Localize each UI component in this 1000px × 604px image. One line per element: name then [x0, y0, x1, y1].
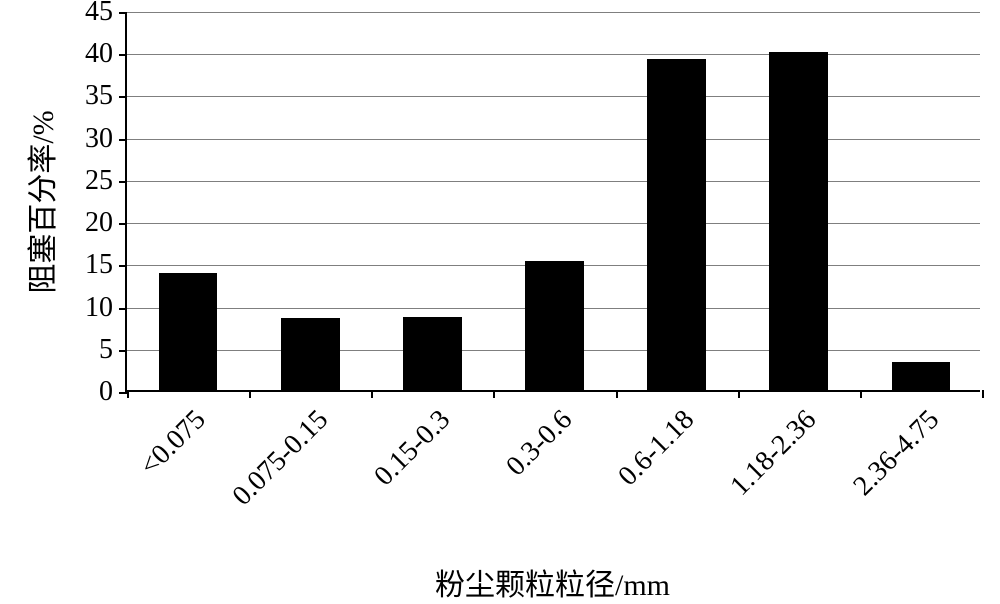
- bar: [159, 273, 218, 390]
- tick-mark-y: [119, 181, 127, 183]
- bar: [525, 261, 584, 390]
- tick-mark-y: [119, 265, 127, 267]
- x-tick-label: <0.075: [134, 404, 212, 482]
- tick-mark-x: [249, 390, 251, 398]
- tick-mark-x: [371, 390, 373, 398]
- y-tick-label: 10: [85, 292, 113, 324]
- x-tick-label: 1.18-2.36: [725, 404, 824, 503]
- tick-mark-y: [119, 96, 127, 98]
- y-tick-label: 30: [85, 123, 113, 155]
- tick-mark-y: [119, 139, 127, 141]
- gridline-y: [127, 139, 980, 140]
- y-tick-label: 0: [99, 376, 113, 408]
- tick-mark-y: [119, 308, 127, 310]
- tick-mark-x: [616, 390, 618, 398]
- y-tick-label: 25: [85, 165, 113, 197]
- gridline-y: [127, 223, 980, 224]
- tick-mark-y: [119, 350, 127, 352]
- gridline-y: [127, 12, 980, 13]
- tick-mark-y: [119, 392, 127, 394]
- bar: [647, 59, 706, 390]
- x-tick-label: 0.075-0.15: [226, 404, 334, 512]
- plot-area: [125, 12, 980, 392]
- y-axis-title: 阻塞百分率/%: [18, 110, 62, 293]
- bar: [281, 318, 340, 390]
- gridline-y: [127, 96, 980, 97]
- tick-mark-x: [493, 390, 495, 398]
- x-tick-label: 0.3-0.6: [500, 404, 579, 483]
- y-tick-label: 40: [85, 38, 113, 70]
- gridline-y: [127, 181, 980, 182]
- x-tick-label: 0.6-1.18: [613, 404, 702, 493]
- tick-mark-x: [860, 390, 862, 398]
- x-axis-title: 粉尘颗粒粒径/mm: [435, 560, 670, 604]
- bar: [769, 52, 828, 390]
- tick-mark-y: [119, 54, 127, 56]
- y-tick-label: 35: [85, 80, 113, 112]
- tick-mark-x: [738, 390, 740, 398]
- tick-mark-y: [119, 223, 127, 225]
- y-tick-label: 20: [85, 207, 113, 239]
- x-tick-label: 0.15-0.3: [368, 404, 457, 493]
- y-tick-label: 45: [85, 0, 113, 28]
- gridline-y: [127, 54, 980, 55]
- tick-mark-y: [119, 12, 127, 14]
- y-tick-label: 15: [85, 249, 113, 281]
- tick-mark-x: [982, 390, 984, 398]
- bar: [892, 362, 951, 390]
- bar: [403, 317, 462, 390]
- bar-chart-figure: 0 5 10 15 20 25 30 35 40 45 <0.0750.075-0.15 0.15-…: [0, 0, 1000, 597]
- x-tick-label: 2.36-4.75: [847, 404, 946, 503]
- y-tick-label: 5: [99, 334, 113, 366]
- tick-mark-x: [127, 390, 129, 398]
